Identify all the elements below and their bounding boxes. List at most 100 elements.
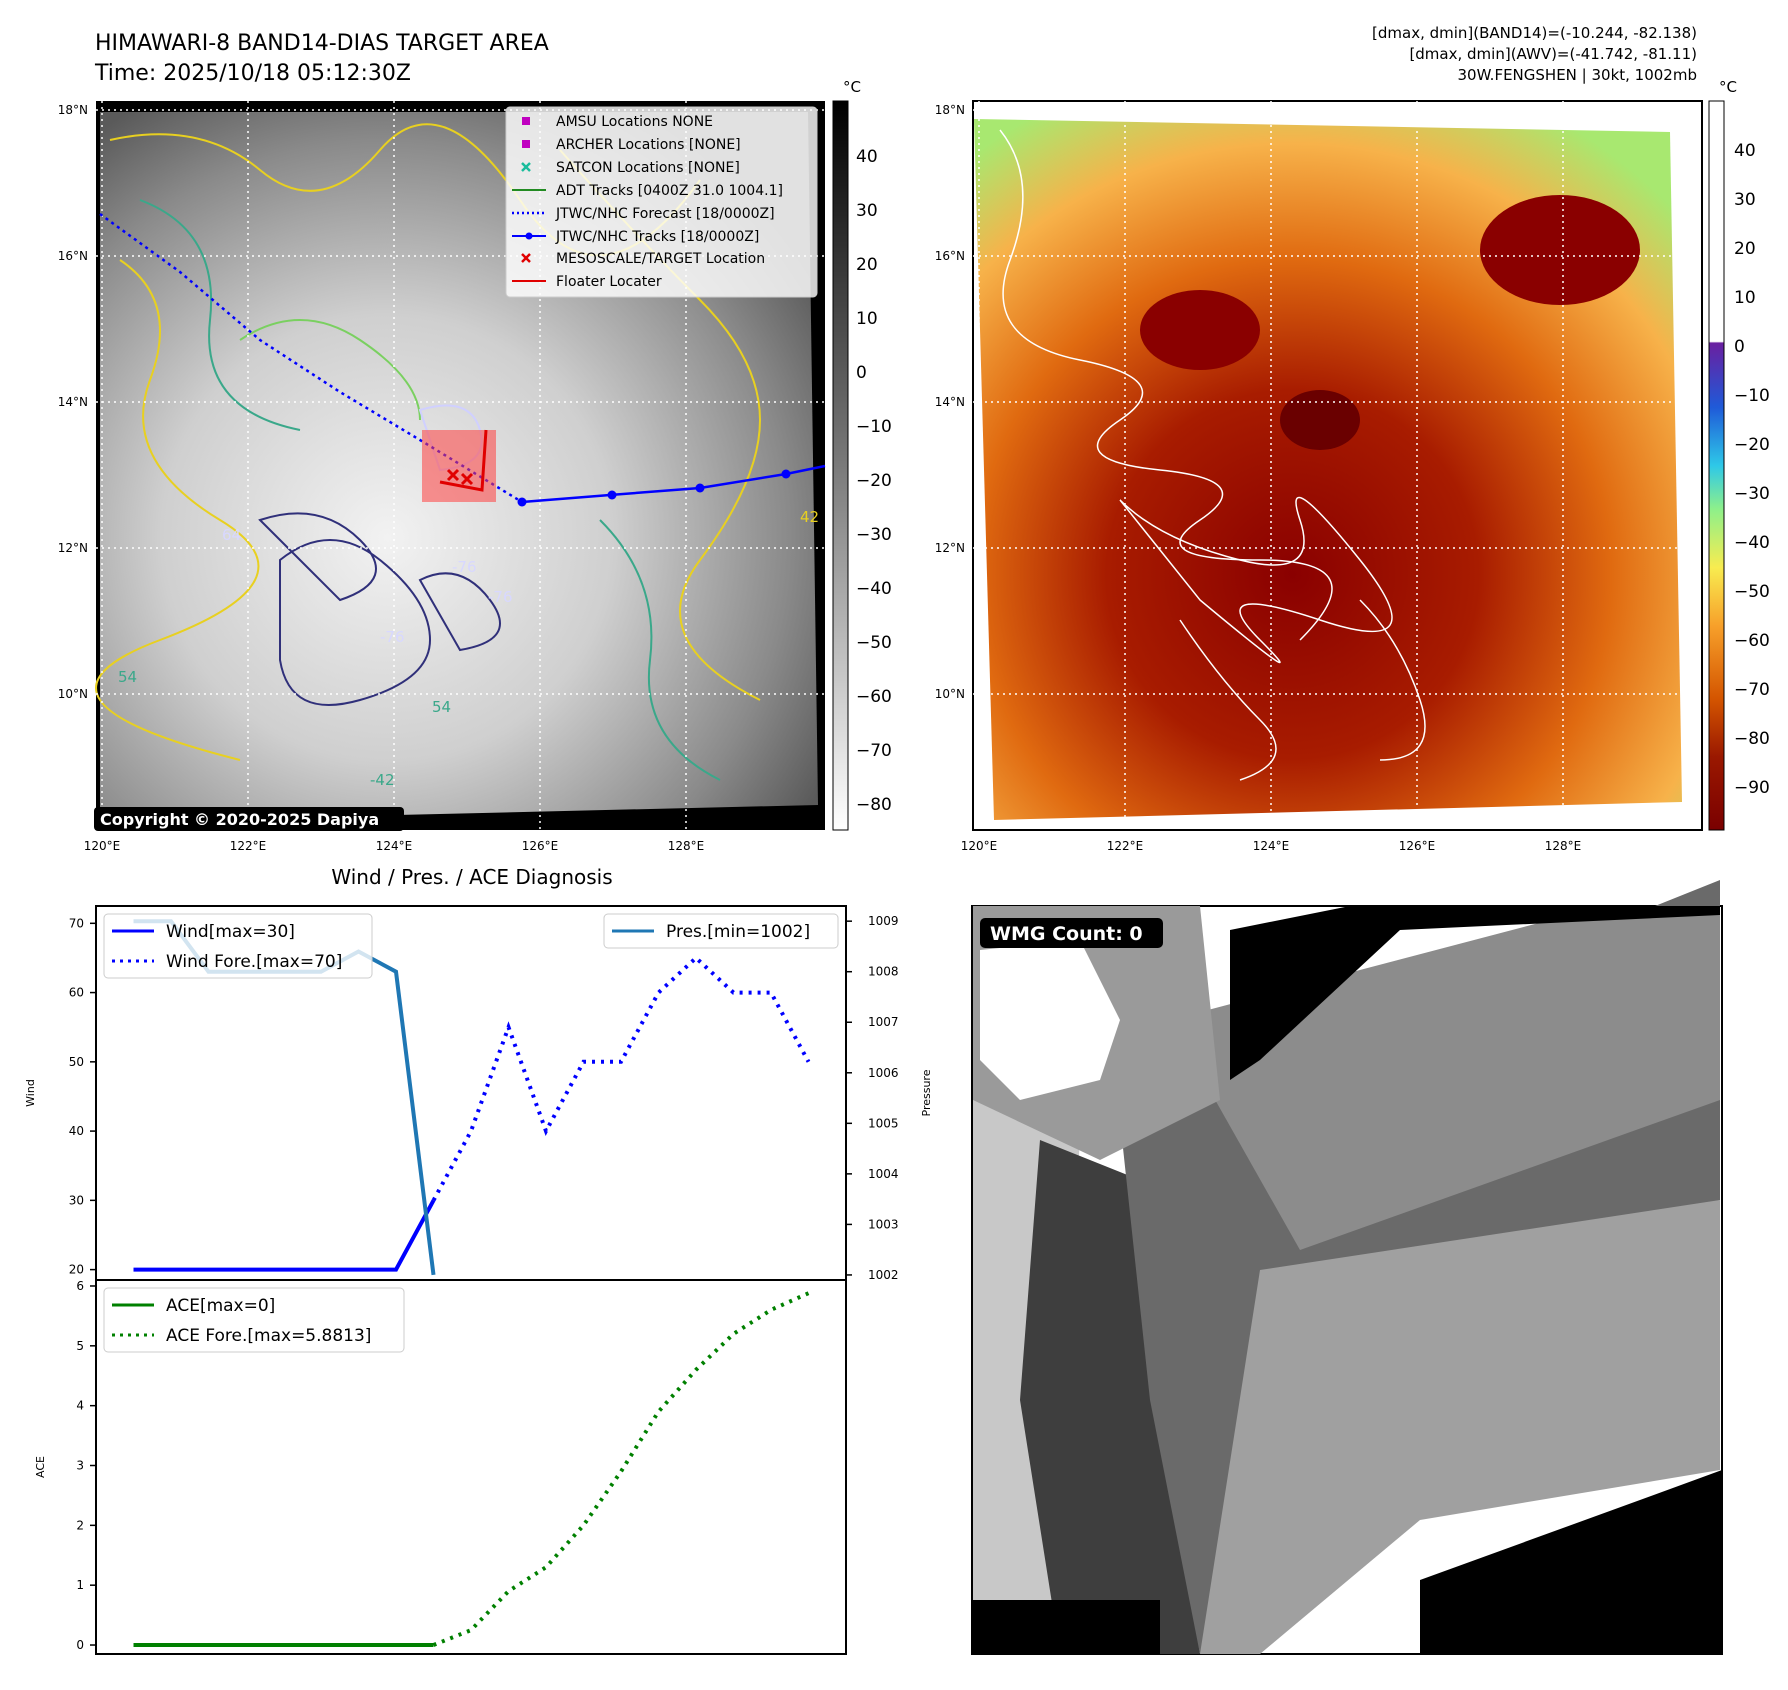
colorbar-tick: −70 bbox=[856, 741, 892, 761]
series-line-1 bbox=[431, 955, 811, 1202]
lat-label: 12°N bbox=[935, 541, 965, 555]
contour-label: 54 bbox=[118, 668, 137, 686]
ace-y-ticks: 0 1 2 3 4 5 6 bbox=[76, 1279, 96, 1652]
colorbar-tick: 20 bbox=[1734, 239, 1756, 259]
copyright-box bbox=[94, 807, 404, 831]
diagnosis-title: Wind / Pres. / ACE Diagnosis bbox=[331, 865, 612, 889]
colorbar-tick: −80 bbox=[856, 795, 892, 815]
wmg-region-dark bbox=[1020, 1140, 1200, 1654]
lat-label: 14°N bbox=[58, 395, 88, 409]
wmg-region-gray bbox=[1200, 1200, 1720, 1654]
pressure-y-ticks: 1002 1003 1004 1005 1006 1007 1008 1009 bbox=[846, 914, 899, 1282]
ace-fore-legend-item: ACE Fore.[max=5.8813] bbox=[166, 1326, 371, 1346]
lat-label: 12°N bbox=[58, 541, 88, 555]
wmg-label-box bbox=[980, 918, 1163, 948]
colorbar-tick: 20 bbox=[856, 255, 878, 275]
lon-label: 122°E bbox=[230, 839, 267, 853]
y-tick-label: 70 bbox=[69, 916, 84, 930]
wmg-panel: WMG Count: 0 bbox=[971, 880, 1723, 1655]
lon-label: 124°E bbox=[1253, 839, 1290, 853]
lat-label: 10°N bbox=[58, 687, 88, 701]
y-tick-label: 20 bbox=[69, 1263, 84, 1277]
legend-marker-satcon bbox=[521, 162, 531, 172]
colorbar-tick: 10 bbox=[856, 309, 878, 329]
legend-marker-amsu bbox=[522, 117, 530, 125]
contour-label: 54 bbox=[432, 698, 451, 716]
pres-legend-frame bbox=[603, 913, 839, 949]
left-map: 64 -76 -76 -76 54 54 42 -42 AM bbox=[58, 101, 826, 853]
legend-marker-archer bbox=[522, 140, 530, 148]
colorbar-tick: −50 bbox=[1734, 582, 1770, 602]
legend-item: SATCON Locations [NONE] bbox=[556, 160, 740, 176]
right-colorbar-ticks: 40 30 20 10 0 −10 −20 −30 −40 −50 −60 −7… bbox=[1734, 141, 1770, 798]
colorbar-tick: −10 bbox=[856, 417, 892, 437]
y-tick-label: 6 bbox=[76, 1279, 84, 1293]
wmg-region-black-bottom bbox=[1420, 1470, 1722, 1654]
right-map-coastlines bbox=[999, 129, 1426, 781]
colorbar-tick: 40 bbox=[856, 147, 878, 167]
lat-label: 10°N bbox=[935, 687, 965, 701]
lat-label: 16°N bbox=[935, 249, 965, 263]
wmg-region-black-left bbox=[973, 1600, 1160, 1654]
info-line-1: [dmax, dmin](BAND14)=(-10.244, -82.138) bbox=[1372, 24, 1697, 42]
contour-label: -76 bbox=[488, 588, 513, 606]
y-tick-label: 40 bbox=[69, 1124, 84, 1138]
lon-label: 120°E bbox=[84, 839, 121, 853]
contour-label: 42 bbox=[800, 508, 819, 526]
series-line-0 bbox=[133, 1199, 436, 1272]
right-map-imagery bbox=[974, 119, 1682, 820]
right-colorbar: °C 40 30 20 10 0 −10 −20 −30 −40 −50 −60… bbox=[1708, 78, 1770, 831]
legend-marker-tracks-dot bbox=[525, 232, 533, 240]
ace-ylabel: ACE bbox=[34, 1456, 47, 1478]
floater-locater bbox=[439, 429, 488, 492]
y-tick-label: 2 bbox=[76, 1518, 84, 1532]
right-lon-labels: 120°E 122°E 124°E 126°E 128°E bbox=[961, 839, 1582, 853]
jtwc-track-points bbox=[517, 469, 791, 507]
y-tick-label: 4 bbox=[76, 1399, 84, 1413]
colorbar-tick: −80 bbox=[1734, 729, 1770, 749]
target-markers bbox=[446, 468, 474, 486]
colorbar-tick: −70 bbox=[1734, 680, 1770, 700]
legend-item: ARCHER Locations [NONE] bbox=[556, 137, 741, 153]
wind-legend-frame bbox=[103, 913, 373, 979]
y2-tick-label: 1003 bbox=[868, 1217, 899, 1231]
colorbar-tick: −30 bbox=[1734, 484, 1770, 504]
legend-item: JTWC/NHC Tracks [18/0000Z] bbox=[555, 229, 759, 245]
lat-label: 16°N bbox=[58, 249, 88, 263]
y-tick-label: 60 bbox=[69, 986, 84, 1000]
y-tick-label: 1 bbox=[76, 1578, 84, 1592]
y2-tick-label: 1007 bbox=[868, 1015, 899, 1029]
left-colorbar-ticks: 40 30 20 10 0 −10 −20 −30 −40 −50 −60 −7… bbox=[856, 147, 892, 815]
colorbar-tick: −90 bbox=[1734, 778, 1770, 798]
lon-label: 126°E bbox=[1399, 839, 1436, 853]
left-colorbar-bar bbox=[832, 100, 849, 831]
wmg-count: WMG Count: 0 bbox=[990, 923, 1143, 945]
lon-label: 124°E bbox=[376, 839, 413, 853]
legend-item: AMSU Locations NONE bbox=[556, 114, 713, 130]
figure-title: HIMAWARI-8 BAND14-DIAS TARGET AREA bbox=[95, 31, 549, 56]
colorbar-tick: −40 bbox=[856, 579, 892, 599]
left-colorbar-unit: °C bbox=[843, 78, 861, 96]
y2-tick-label: 1008 bbox=[868, 965, 899, 979]
lat-label: 18°N bbox=[58, 103, 88, 117]
colorbar-tick: 0 bbox=[1734, 337, 1745, 357]
y2-tick-label: 1005 bbox=[868, 1116, 899, 1130]
colorbar-tick: −20 bbox=[1734, 435, 1770, 455]
colorbar-tick: 30 bbox=[856, 201, 878, 221]
left-lon-labels: 120°E 122°E 124°E 126°E 128°E bbox=[84, 839, 705, 853]
wind-y-ticks: 20 30 40 50 60 70 bbox=[69, 916, 96, 1277]
ace-chart: 0 1 2 3 4 5 6 ACE ACE[max=0] ACE Fore.[max=5.8… bbox=[34, 1279, 847, 1655]
map-legend: AMSU Locations NONE ARCHER Locations [NO… bbox=[505, 106, 818, 298]
right-map-features bbox=[1140, 195, 1640, 450]
wind-ylabel: Wind bbox=[24, 1079, 37, 1107]
colorbar-tick: −10 bbox=[1734, 386, 1770, 406]
right-colorbar-unit: °C bbox=[1719, 78, 1737, 96]
y-tick-label: 30 bbox=[69, 1193, 84, 1207]
y-tick-label: 0 bbox=[76, 1638, 84, 1652]
wind-fore-legend-item: Wind Fore.[max=70] bbox=[166, 952, 342, 972]
lon-label: 128°E bbox=[1545, 839, 1582, 853]
y2-tick-label: 1002 bbox=[868, 1268, 899, 1282]
wmg-region-black-top bbox=[1230, 906, 1720, 1080]
legend-frame bbox=[505, 106, 818, 298]
legend-marker-target bbox=[521, 253, 531, 263]
